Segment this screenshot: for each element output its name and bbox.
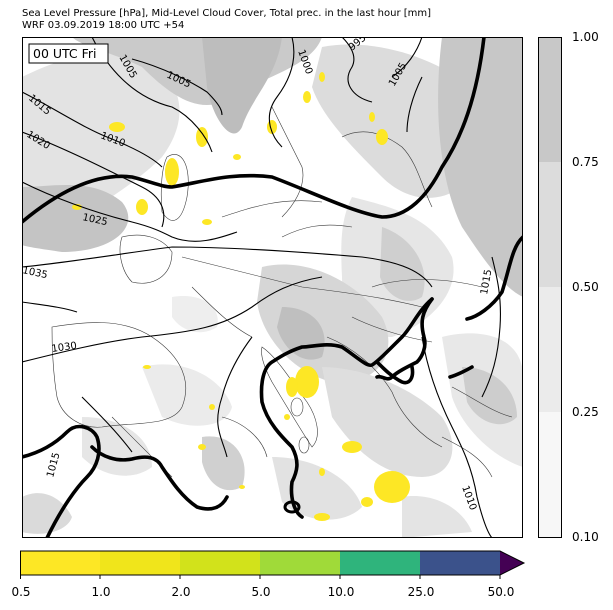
precip-tick-label: 25.0 — [407, 585, 435, 599]
precip-tick-label: 10.0 — [327, 585, 355, 599]
precip-tick-label: 50.0 — [487, 585, 515, 599]
isobar-label: 1025 — [81, 212, 108, 228]
cloud-cover-colorbar — [538, 37, 562, 538]
cloud-bin-0.25-0.50 — [538, 287, 562, 412]
coastline-layer — [51, 106, 513, 478]
precip-bin-5.0-10.0 — [260, 551, 340, 575]
cloud-tick-label: 0.75 — [572, 155, 599, 169]
cloud-bin-0.50-0.75 — [538, 162, 562, 287]
precip-overflow-arrow — [500, 551, 524, 575]
isobar-label: 1035 — [22, 265, 49, 281]
precip-tick-label: 2.0 — [171, 585, 191, 599]
cloud-cover-layer — [22, 37, 523, 538]
weather-map: 1005 1000 995 1005 1005 1015 1010 1020 1… — [22, 37, 523, 538]
isobar-label: 1015 — [479, 269, 494, 296]
precip-tick-label: 0.5 — [11, 585, 31, 599]
cloud-bin-0.75-1.00 — [538, 37, 562, 162]
isobar-label: 1030 — [51, 341, 78, 355]
model-run-subtitle: WRF 03.09.2019 18:00 UTC +54 — [22, 20, 185, 31]
precipitation-colorbar — [20, 550, 526, 579]
precip-bin-2.0-5.0 — [180, 551, 260, 575]
map-title: Sea Level Pressure [hPa], Mid-Level Clou… — [22, 8, 432, 19]
precip-bin-1.0-2.0 — [100, 551, 180, 575]
time-label-box — [28, 43, 109, 64]
precip-bin-25.0-50.0 — [420, 551, 500, 575]
precip-bin-10.0-25.0 — [340, 551, 420, 575]
isobar-lines — [22, 37, 501, 538]
precip-tick-label: 1.0 — [91, 585, 111, 599]
precip-tick-label: 5.0 — [251, 585, 271, 599]
time-label: 00 UTC Fri — [33, 46, 97, 61]
cloud-tick-label: 1.00 — [572, 30, 599, 44]
cloud-tick-label: 0.10 — [572, 530, 599, 544]
cloud-tick-label: 0.50 — [572, 280, 599, 294]
cloud-tick-label: 0.25 — [572, 405, 599, 419]
cloud-bin-0.10-0.25 — [538, 412, 562, 538]
precip-bin-0.5-1.0 — [20, 551, 100, 575]
isobar-1015-lines — [22, 37, 523, 538]
precipitation-layer — [72, 72, 410, 521]
